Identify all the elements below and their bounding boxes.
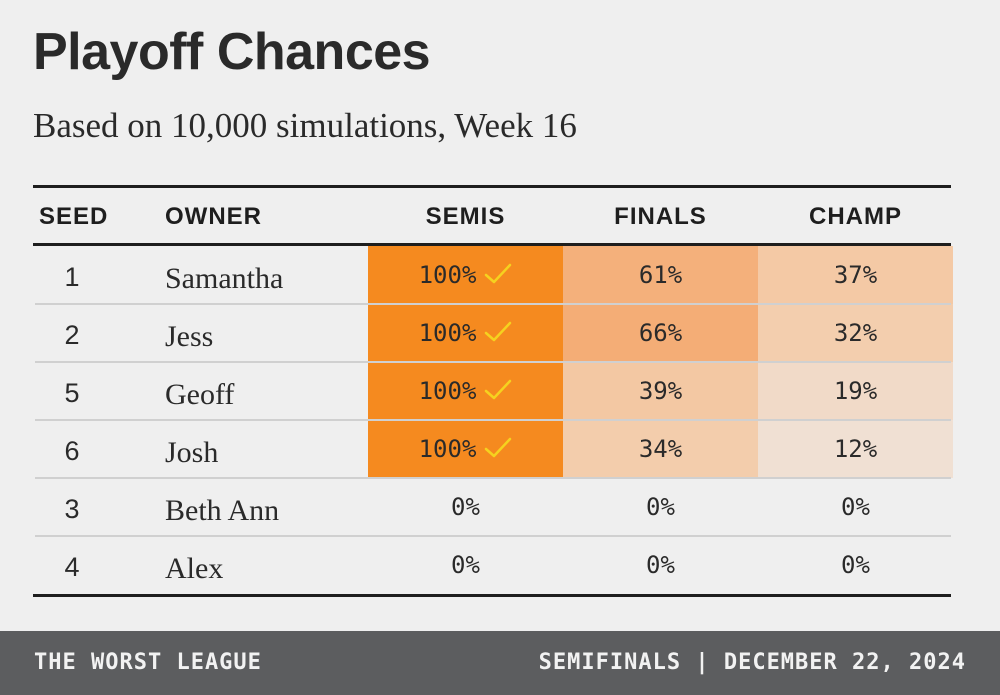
seed-cell: 1	[33, 246, 111, 304]
semis-cell-value: 100%	[418, 377, 477, 405]
champ-cell-value: 19%	[833, 377, 878, 405]
owner-cell-value: Jess	[165, 320, 214, 353]
seed-cell: 6	[33, 420, 111, 478]
semis-cell-value: 0%	[451, 493, 480, 521]
champ-cell: 0%	[758, 478, 953, 536]
table-row: 4 Alex 0% 0% 0%	[33, 535, 953, 594]
finals-cell: 0%	[563, 536, 758, 594]
checkmark-icon	[485, 379, 512, 400]
table-row: 6 Josh 100% 34% 12%	[33, 419, 953, 478]
checkmark-icon	[485, 263, 512, 284]
finals-cell: 0%	[563, 478, 758, 536]
playoff-table: SEED OWNER SEMIS FINALS CHAMP 1 Samantha 1…	[33, 185, 953, 597]
owner-cell-value: Alex	[165, 552, 224, 585]
seed-cell: 2	[33, 304, 111, 362]
champ-cell: 0%	[758, 536, 953, 594]
seed-cell-value: 6	[64, 436, 80, 466]
column-header-champ: CHAMP	[809, 203, 902, 230]
page-subtitle: Based on 10,000 simulations, Week 16	[33, 106, 577, 145]
finals-cell: 61%	[563, 246, 758, 304]
owner-cell: Beth Ann	[165, 478, 279, 536]
seed-cell-value: 3	[64, 494, 80, 524]
table-header: SEED OWNER SEMIS FINALS CHAMP	[33, 188, 951, 246]
finals-cell-value: 34%	[638, 435, 683, 463]
seed-cell: 5	[33, 362, 111, 420]
semis-cell: 100%	[368, 362, 563, 420]
semis-cell: 100%	[368, 304, 563, 362]
champ-cell: 19%	[758, 362, 953, 420]
semis-cell-value: 100%	[418, 319, 477, 347]
owner-cell: Geoff	[165, 362, 234, 420]
footer-bar: THE WORST LEAGUE SEMIFINALS | DECEMBER 2…	[0, 631, 1000, 695]
finals-cell-value: 0%	[646, 551, 675, 579]
column-header-finals: FINALS	[614, 203, 707, 230]
league-name: THE WORST LEAGUE	[34, 650, 262, 675]
round-date: SEMIFINALS | DECEMBER 22, 2024	[538, 650, 966, 675]
finals-cell: 34%	[563, 420, 758, 478]
column-header-seed: SEED	[39, 203, 109, 230]
owner-cell-value: Josh	[165, 436, 219, 469]
semis-cell: 100%	[368, 420, 563, 478]
owner-cell: Samantha	[165, 246, 283, 304]
semis-cell-value: 100%	[418, 261, 477, 289]
page-title: Playoff Chances	[33, 23, 431, 81]
table-row: 2 Jess 100% 66% 32%	[33, 303, 953, 362]
finals-cell-value: 61%	[638, 261, 683, 289]
semis-cell-value: 0%	[451, 551, 480, 579]
champ-cell: 32%	[758, 304, 953, 362]
semis-cell-value: 100%	[418, 435, 477, 463]
champ-cell-value: 0%	[841, 493, 870, 521]
champ-cell-value: 0%	[841, 551, 870, 579]
column-header-owner: OWNER	[165, 203, 262, 230]
owner-cell: Josh	[165, 420, 218, 478]
champ-cell: 12%	[758, 420, 953, 478]
table-row: 1 Samantha 100% 61% 37%	[33, 246, 953, 304]
owner-cell-value: Samantha	[165, 262, 284, 295]
seed-cell-value: 1	[64, 262, 80, 292]
finals-cell-value: 66%	[638, 319, 683, 347]
finals-cell-value: 0%	[646, 493, 675, 521]
finals-cell-value: 39%	[638, 377, 683, 405]
champ-cell-value: 32%	[833, 319, 878, 347]
table-body: 1 Samantha 100% 61% 37% 2 Jess 100% 66% 32% 5 Geoff…	[33, 246, 953, 594]
checkmark-icon	[485, 437, 512, 458]
column-header-semis: SEMIS	[425, 203, 506, 230]
seed-cell: 4	[33, 536, 111, 594]
finals-cell: 66%	[563, 304, 758, 362]
champ-cell-value: 37%	[833, 261, 878, 289]
owner-cell: Alex	[165, 536, 223, 594]
table-row: 5 Geoff 100% 39% 19%	[33, 361, 953, 420]
semis-cell: 0%	[368, 536, 563, 594]
semis-cell: 100%	[368, 246, 563, 304]
seed-cell-value: 5	[64, 378, 80, 408]
champ-cell-value: 12%	[833, 435, 878, 463]
checkmark-icon	[485, 321, 512, 342]
table-row: 3 Beth Ann 0% 0% 0%	[33, 477, 953, 536]
finals-cell: 39%	[563, 362, 758, 420]
champ-cell: 37%	[758, 246, 953, 304]
owner-cell-value: Beth Ann	[165, 494, 280, 527]
seed-cell-value: 4	[64, 552, 80, 582]
owner-cell-value: Geoff	[165, 378, 235, 411]
semis-cell: 0%	[368, 478, 563, 536]
owner-cell: Jess	[165, 304, 213, 362]
seed-cell-value: 2	[64, 320, 80, 350]
seed-cell: 3	[33, 478, 111, 536]
